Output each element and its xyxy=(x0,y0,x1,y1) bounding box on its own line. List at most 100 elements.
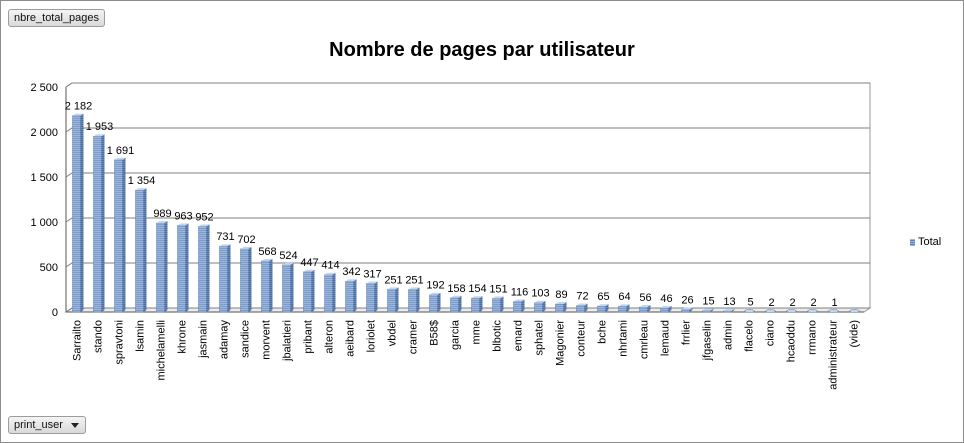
bar xyxy=(807,309,818,313)
bar xyxy=(408,287,420,313)
row-field-label: print_user xyxy=(14,419,63,431)
data-label: 2 xyxy=(810,297,816,309)
x-tick-label: morvent xyxy=(261,320,273,360)
legend-swatch xyxy=(910,238,915,246)
data-label: 2 xyxy=(789,297,795,309)
data-label: 151 xyxy=(489,283,507,295)
bar xyxy=(177,223,189,313)
bar xyxy=(471,296,483,313)
x-tick-label: adamay xyxy=(219,320,231,360)
y-axis: 0 500 1 000 1 500 2 000 2 500 xyxy=(30,82,58,319)
data-field-button[interactable]: nbre_total_pages xyxy=(8,9,106,27)
data-label: 524 xyxy=(279,250,297,262)
data-label: 989 xyxy=(153,208,171,220)
x-tick-label: conteur xyxy=(576,320,588,357)
y-tick-label: 1 000 xyxy=(30,217,58,229)
bar xyxy=(135,188,147,313)
data-label: 13 xyxy=(723,296,735,308)
y-tick-label: 500 xyxy=(40,262,58,274)
data-label: 963 xyxy=(174,210,192,222)
x-tick-label: (vide) xyxy=(849,320,861,348)
bar xyxy=(639,304,651,313)
x-tick-label: lsamin xyxy=(135,320,147,352)
bar xyxy=(156,220,168,313)
data-label: 64 xyxy=(618,291,630,303)
x-tick-label: spravtoni xyxy=(114,320,126,365)
bar xyxy=(93,134,105,313)
bar xyxy=(513,299,525,313)
data-label: 158 xyxy=(447,283,465,295)
bar xyxy=(261,258,273,313)
data-label: 5 xyxy=(747,297,753,309)
x-tick-label: nhrtami xyxy=(618,320,630,357)
gridline xyxy=(65,172,870,178)
x-tick-label: sphatel xyxy=(534,320,546,355)
bar xyxy=(324,272,336,313)
x-tick-label: emard xyxy=(513,320,525,351)
data-label: 72 xyxy=(576,291,588,303)
data-label: 1 953 xyxy=(86,121,114,133)
x-tick-label: pribant xyxy=(303,320,315,354)
data-label: 103 xyxy=(531,288,549,300)
bar xyxy=(492,296,504,313)
bar xyxy=(618,304,630,313)
x-tick-label: michelamelli xyxy=(156,320,168,381)
data-label: 1 691 xyxy=(107,145,135,157)
bar xyxy=(555,301,567,313)
x-tick-label: ciano xyxy=(765,320,777,346)
bar xyxy=(660,305,672,313)
x-tick-label: hcaoddu xyxy=(786,320,798,362)
data-label: 26 xyxy=(681,295,693,307)
bar xyxy=(534,300,546,313)
x-tick-label: aeibard xyxy=(345,320,357,357)
bar xyxy=(765,309,776,313)
x-tick-label: bche xyxy=(597,320,609,344)
x-tick-label: khrone xyxy=(177,320,189,354)
bar xyxy=(576,303,588,313)
bar xyxy=(744,309,755,313)
x-tick-label: flacelo xyxy=(744,320,756,352)
data-label: 56 xyxy=(639,292,651,304)
x-tick-label: jfgaselin xyxy=(702,320,714,361)
x-tick-label: B58$ xyxy=(429,320,441,346)
x-tick-label: loriolet xyxy=(366,320,378,352)
data-label: 15 xyxy=(702,296,714,308)
data-label: 192 xyxy=(426,280,444,292)
data-label: 154 xyxy=(468,283,486,295)
bar xyxy=(240,246,252,313)
gridline xyxy=(65,262,870,268)
x-tick-label: cramer xyxy=(408,320,420,355)
gridline xyxy=(65,217,870,223)
x-tick-label: lemaud xyxy=(660,320,672,356)
data-label: 116 xyxy=(511,287,529,299)
data-label: 1 xyxy=(831,297,837,309)
y-tick-label: 1 500 xyxy=(30,172,58,184)
data-label: 89 xyxy=(555,289,567,301)
x-tick-label: vbdel xyxy=(387,320,399,346)
data-label: 952 xyxy=(195,211,213,223)
x-tick-label: rrmano xyxy=(807,320,819,355)
x-tick-label: stando xyxy=(93,320,105,353)
data-label: 447 xyxy=(300,257,318,269)
y-tick-label: 2 000 xyxy=(30,127,58,139)
x-tick-label: jasmain xyxy=(198,320,210,359)
x-tick-label: cmrleau xyxy=(639,320,651,359)
bar xyxy=(702,308,714,313)
bar xyxy=(345,279,357,313)
bar xyxy=(387,287,399,313)
data-label: 2 182 xyxy=(65,101,93,113)
data-label: 1 354 xyxy=(128,175,156,187)
bar xyxy=(828,309,839,313)
bars xyxy=(72,113,860,313)
chart-title: Nombre de pages par utilisateur xyxy=(329,39,635,61)
x-tick-label: sandice xyxy=(240,320,252,358)
x-tick-label: Sarrailto xyxy=(72,320,84,361)
chevron-down-icon[interactable] xyxy=(70,423,79,428)
data-label: 317 xyxy=(363,268,381,280)
bar xyxy=(450,295,462,313)
row-field-button[interactable]: print_user xyxy=(8,416,86,434)
bar xyxy=(681,307,693,313)
x-tick-label: jbalatieri xyxy=(282,320,294,362)
bar xyxy=(786,309,797,313)
